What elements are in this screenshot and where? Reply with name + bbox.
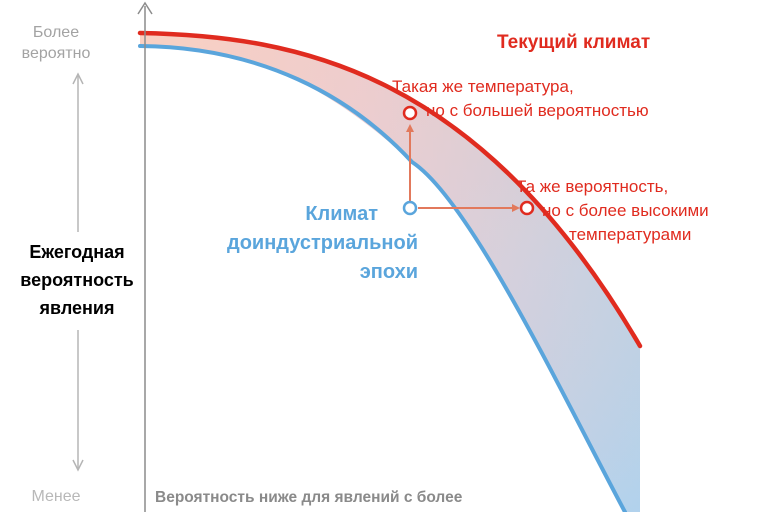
current-same-temperature-point	[402, 105, 418, 121]
more-likely-label-line2: вероятно	[21, 45, 91, 62]
likelihood-shift-band-overlay	[140, 33, 640, 512]
y-axis-title-line2: вероятность	[20, 270, 134, 290]
preindustrial-climate-curve	[138, 44, 627, 512]
preindustrial-label-line3: эпохи	[359, 261, 418, 283]
same-probability-annotation-line3: температурами	[569, 225, 692, 244]
current-climate-curve	[137, 30, 643, 349]
more-likely-label-line1: Более	[32, 24, 80, 41]
preindustrial-climate-label: Климат доиндустриальной эпохи	[196, 200, 418, 287]
more-likely-arrowhead	[72, 72, 84, 85]
y-axis-arrowhead	[137, 1, 153, 15]
current-same-probability-point	[519, 200, 535, 216]
less-likely-label: Менее	[31, 488, 81, 505]
y-axis-title: Ежегодная вероятность явления	[0, 238, 154, 322]
same-temperature-annotation-line2: но с большей вероятностью	[426, 101, 649, 120]
less-likely-arrowhead	[72, 459, 84, 472]
more-likely-label: Более вероятно	[0, 22, 112, 64]
same-temperature-annotation-line1: Такая же температура,	[392, 77, 574, 96]
preindustrial-point	[402, 200, 418, 216]
y-axis-title-line3: явления	[39, 298, 115, 318]
same-probability-annotation-line2: но с более высокими	[542, 201, 709, 220]
preindustrial-label-line2: доиндустриальной	[227, 232, 418, 254]
y-axis-title-line1: Ежегодная	[29, 242, 125, 262]
x-axis-note: Вероятность ниже для явлений с более	[155, 489, 463, 506]
same-probability-annotation-line1: Та же вероятность,	[516, 177, 669, 196]
current-climate-label: Текущий климат	[497, 32, 651, 53]
preindustrial-label-line1: Климат	[305, 203, 378, 225]
